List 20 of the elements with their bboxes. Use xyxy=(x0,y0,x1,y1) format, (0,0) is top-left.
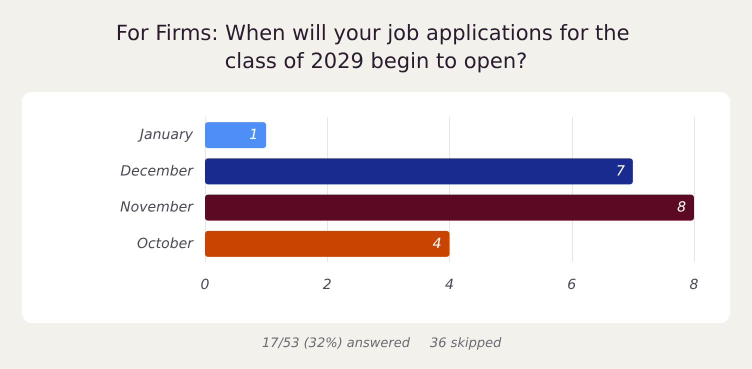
bar xyxy=(205,158,633,184)
data-label: 1 xyxy=(249,127,258,144)
bar xyxy=(205,194,694,221)
data-label: 8 xyxy=(677,200,686,216)
text: 36 skipped xyxy=(430,336,502,351)
x-tick-label: 4 xyxy=(445,277,454,293)
y-tick-label: November xyxy=(120,200,194,216)
chart-title: For Firms: When will your job applications for the class of 2029 begin to open? xyxy=(116,21,636,73)
data-label: 4 xyxy=(432,236,442,252)
x-tick-label: 2 xyxy=(322,277,332,293)
y-tick-label: December xyxy=(120,163,194,180)
y-tick-label: January xyxy=(136,127,194,144)
text: 17/53 (32%) answered xyxy=(262,336,411,351)
bar xyxy=(205,122,266,148)
x-tick-label: 0 xyxy=(200,277,210,293)
data-label: 7 xyxy=(616,163,625,180)
y-tick-label: October xyxy=(136,236,194,252)
x-tick-label: 8 xyxy=(690,277,699,293)
bar xyxy=(205,230,450,257)
x-tick-label: 6 xyxy=(567,277,576,293)
